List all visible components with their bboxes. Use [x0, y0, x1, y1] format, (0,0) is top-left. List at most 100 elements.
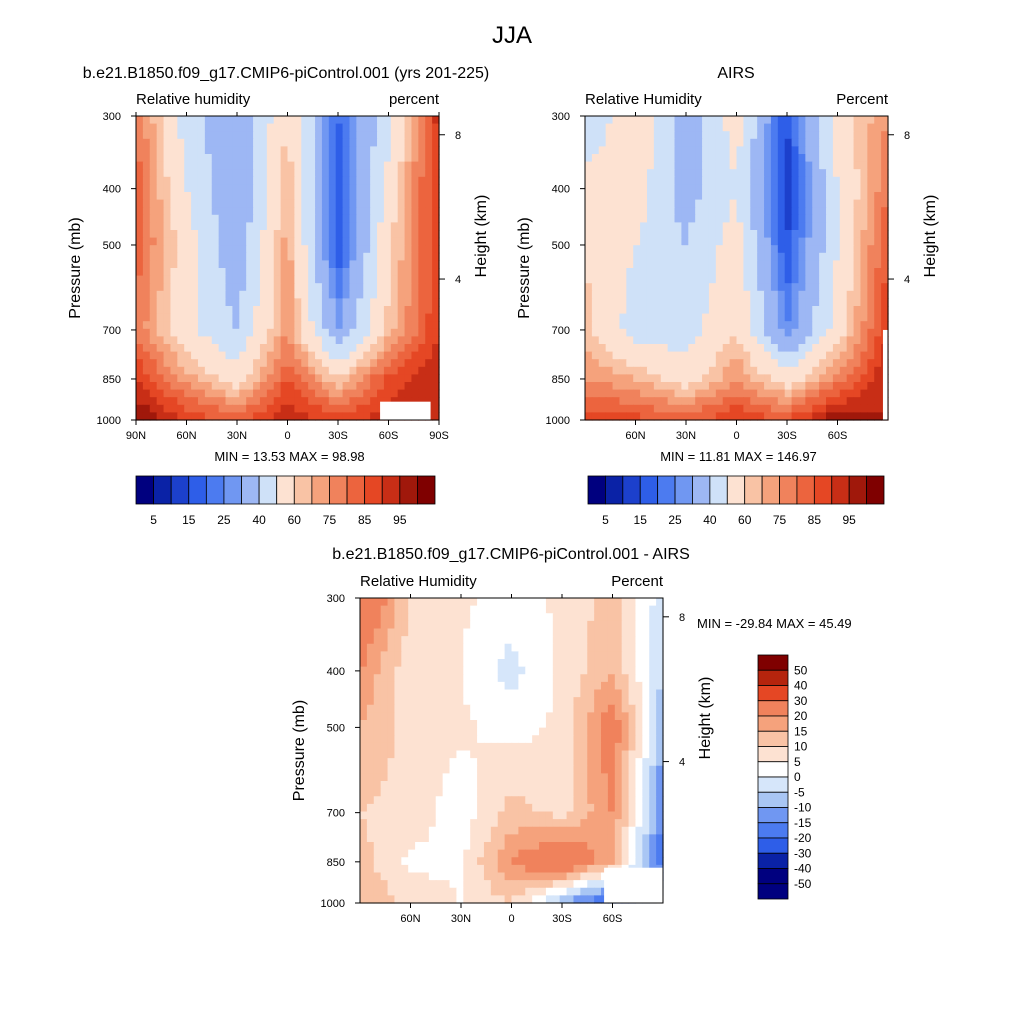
- heatmap-cell: [404, 176, 413, 185]
- heatmap-cell: [204, 268, 213, 277]
- heatmap-cell: [411, 290, 419, 299]
- heatmap-cell: [881, 192, 889, 201]
- heatmap-cell: [653, 138, 662, 147]
- heatmap-cell: [750, 184, 758, 193]
- heatmap-cell: [456, 811, 464, 820]
- heatmap-cell: [308, 366, 316, 375]
- heatmap-cell: [280, 138, 289, 147]
- heatmap-cell: [708, 366, 717, 375]
- heatmap-cell: [294, 138, 302, 147]
- heatmap-cell: [497, 796, 506, 805]
- heatmap-cell: [653, 374, 662, 383]
- heatmap-cell: [667, 176, 676, 185]
- heatmap-cell: [142, 184, 151, 193]
- heatmap-cell: [204, 222, 213, 231]
- heatmap-cell: [218, 268, 227, 277]
- heatmap-cell: [204, 328, 213, 337]
- heatmap-cell: [380, 636, 389, 645]
- heatmap-cell: [846, 146, 855, 155]
- heatmap-cell: [266, 207, 275, 216]
- heatmap-cell: [867, 199, 875, 208]
- colorbar-swatch: [205, 475, 225, 505]
- heatmap-cell: [149, 374, 158, 383]
- heatmap-cell: [163, 344, 172, 353]
- heatmap-cell: [619, 359, 627, 368]
- heatmap-cell: [805, 131, 813, 140]
- heatmap-cell: [373, 720, 382, 729]
- heatmap-cell: [373, 620, 382, 630]
- heatmap-cell: [646, 374, 655, 383]
- heatmap-cell: [342, 176, 351, 185]
- heatmap-cell: [621, 788, 630, 797]
- heatmap-cell: [839, 298, 848, 307]
- heatmap-cell: [449, 720, 458, 729]
- heatmap-cell: [573, 773, 581, 782]
- heatmap-cell: [846, 222, 855, 231]
- heatmap-cell: [191, 214, 199, 223]
- heatmap-cell: [404, 344, 413, 353]
- heatmap-cell: [874, 222, 882, 231]
- heatmap-cell: [184, 123, 192, 132]
- heatmap-cell: [363, 245, 371, 254]
- heatmap-cell: [428, 666, 437, 675]
- heatmap-cell: [294, 207, 302, 216]
- heatmap-cell: [370, 138, 378, 147]
- heatmap-cell: [170, 313, 178, 322]
- heatmap-cell: [708, 184, 717, 193]
- heatmap-cell: [635, 773, 643, 782]
- colorbar-swatch: [605, 475, 624, 505]
- heatmap-cell: [497, 620, 506, 630]
- heatmap-cell: [566, 773, 575, 782]
- heatmap-cell: [483, 681, 492, 691]
- heatmap-cell: [607, 636, 616, 645]
- heatmap-cell: [287, 351, 295, 360]
- heatmap-cell: [770, 306, 779, 315]
- heatmap-cell: [839, 359, 848, 368]
- heatmap-cell: [497, 819, 506, 828]
- heatmap-cell: [853, 245, 862, 254]
- heatmap-cell: [791, 290, 800, 299]
- heatmap-cell: [390, 268, 399, 277]
- heatmap-cell: [722, 298, 731, 307]
- heatmap-cell: [532, 796, 540, 805]
- heatmap-cell: [832, 131, 841, 140]
- heatmap-cell: [702, 275, 710, 284]
- heatmap-cell: [232, 359, 240, 368]
- heatmap-cell: [397, 344, 406, 353]
- heatmap-cell: [702, 260, 710, 269]
- heatmap-cell: [425, 283, 433, 292]
- heatmap-cell: [287, 230, 295, 239]
- heatmap-cell: [635, 720, 643, 729]
- heatmap-cell: [874, 313, 882, 322]
- heatmap-cell: [715, 404, 724, 413]
- heatmap-cell: [253, 260, 261, 269]
- heatmap-cell: [421, 765, 430, 774]
- heatmap-cell: [819, 184, 827, 193]
- heatmap-cell: [702, 184, 710, 193]
- heatmap-cell: [846, 306, 855, 315]
- heatmap-cell: [826, 214, 834, 223]
- heatmap-cell: [750, 283, 758, 292]
- heatmap-cell: [504, 643, 513, 652]
- heatmap-cell: [633, 397, 641, 406]
- heatmap-cell: [232, 397, 240, 406]
- heatmap-cell: [342, 245, 351, 254]
- heatmap-cell: [497, 598, 506, 607]
- heatmap-cell: [370, 169, 378, 178]
- heatmap-cell: [621, 666, 630, 675]
- heatmap-cell: [335, 123, 344, 132]
- heatmap-cell: [702, 169, 710, 178]
- heatmap-cell: [702, 161, 710, 170]
- heatmap-cell: [736, 199, 744, 208]
- heatmap-cell: [387, 727, 396, 736]
- heatmap-cell: [525, 720, 533, 729]
- heatmap-cell: [356, 161, 364, 170]
- heatmap-cell: [184, 260, 192, 269]
- heatmap-cell: [681, 366, 689, 375]
- heatmap-cell: [736, 290, 744, 299]
- heatmap-cell: [156, 161, 165, 170]
- heatmap-cell: [294, 344, 302, 353]
- heatmap-cell: [805, 359, 813, 368]
- heatmap-cell: [232, 222, 240, 231]
- heatmap-cell: [490, 704, 499, 713]
